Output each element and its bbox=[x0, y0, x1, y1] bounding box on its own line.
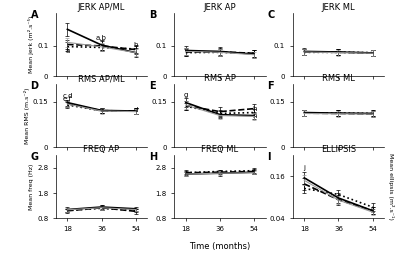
Text: H: H bbox=[149, 152, 157, 162]
Y-axis label: Mean ellipsis (m².s⁻¹): Mean ellipsis (m².s⁻¹) bbox=[388, 153, 394, 220]
Text: B: B bbox=[149, 10, 156, 20]
Text: h: h bbox=[252, 106, 256, 112]
Text: c,d: c,d bbox=[62, 93, 73, 99]
Text: b: b bbox=[134, 42, 138, 48]
Title: JERK AP/ML: JERK AP/ML bbox=[78, 3, 125, 12]
Text: j: j bbox=[303, 165, 305, 171]
Text: D: D bbox=[30, 81, 38, 91]
Text: A: A bbox=[30, 10, 38, 20]
Text: g: g bbox=[184, 92, 188, 98]
Title: RMS ML: RMS ML bbox=[322, 74, 355, 83]
Text: Time (months): Time (months) bbox=[189, 243, 251, 251]
Text: F: F bbox=[267, 81, 274, 91]
Text: a,b: a,b bbox=[96, 35, 107, 41]
Text: k: k bbox=[370, 208, 375, 214]
Text: a: a bbox=[65, 48, 70, 54]
Y-axis label: Mean RMS (m.s⁻²): Mean RMS (m.s⁻²) bbox=[24, 87, 30, 144]
Y-axis label: Mean jerk (m².s⁻⁵): Mean jerk (m².s⁻⁵) bbox=[28, 16, 34, 73]
Y-axis label: Mean freq (Hz): Mean freq (Hz) bbox=[29, 164, 34, 210]
Text: G: G bbox=[30, 152, 38, 162]
Title: ELLIPSIS: ELLIPSIS bbox=[321, 145, 356, 154]
Text: n: n bbox=[252, 113, 256, 119]
Title: JERK ML: JERK ML bbox=[322, 3, 355, 12]
Title: RMS AP: RMS AP bbox=[204, 74, 236, 83]
Title: FREQ ML: FREQ ML bbox=[202, 145, 238, 154]
Text: d: d bbox=[134, 107, 138, 114]
Text: e,f: e,f bbox=[63, 96, 72, 102]
Title: RMS AP/ML: RMS AP/ML bbox=[78, 74, 125, 83]
Text: i: i bbox=[219, 113, 221, 119]
Title: JERK AP: JERK AP bbox=[204, 3, 236, 12]
Text: C: C bbox=[267, 10, 275, 20]
Text: E: E bbox=[149, 81, 156, 91]
Text: I: I bbox=[267, 152, 271, 162]
Text: e: e bbox=[100, 107, 104, 114]
Title: FREQ AP: FREQ AP bbox=[84, 145, 120, 154]
